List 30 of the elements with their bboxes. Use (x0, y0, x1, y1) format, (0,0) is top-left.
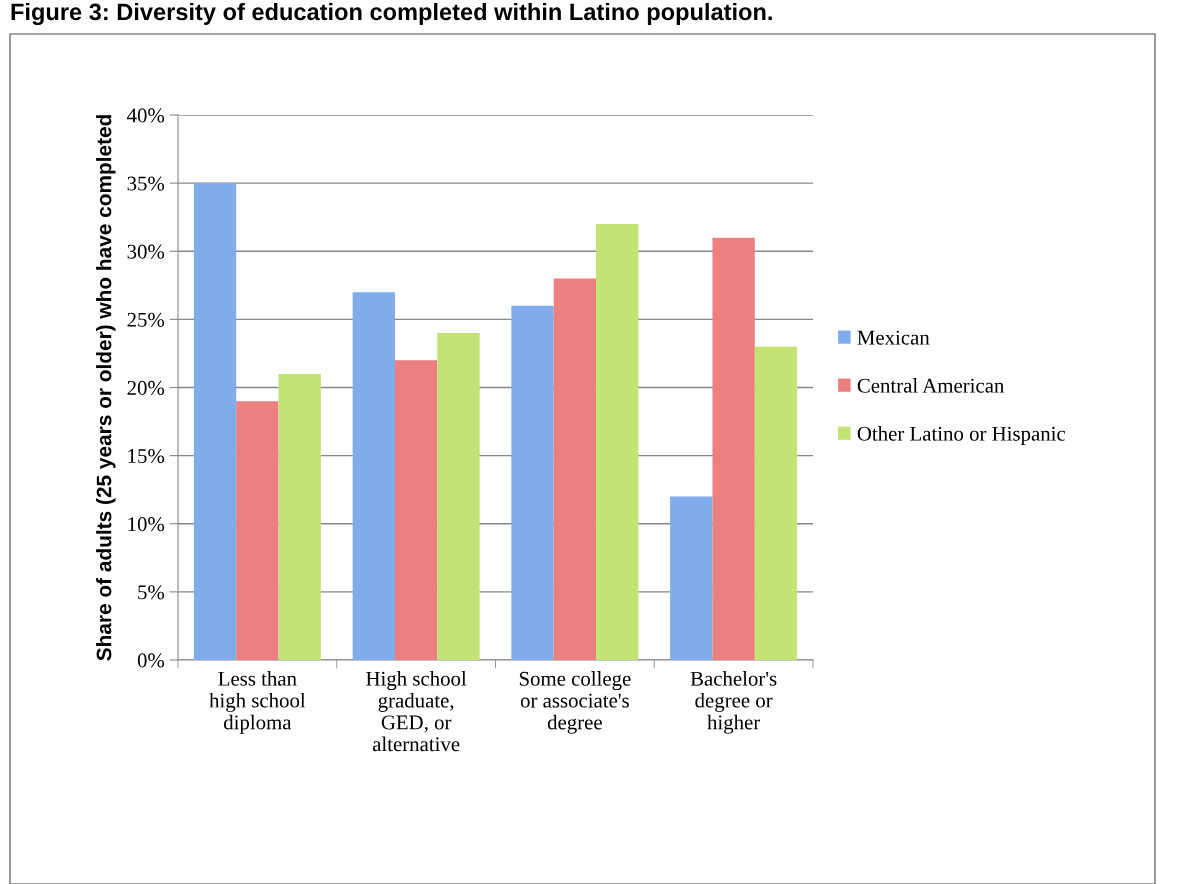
legend-label: Mexican (857, 330, 930, 345)
y-tick-label: 15% (128, 449, 165, 464)
chart-title: Figure 3: Diversity of education completed within Latino population. (11, 2, 772, 26)
legend-label: Other Latino or Hispanic (857, 426, 1066, 446)
bar (511, 305, 554, 660)
x-tick-label: Some college or associate's degree (519, 671, 631, 734)
x-tick-label: High school graduate, GED, or alternative (366, 671, 467, 752)
y-tick-label: 30% (127, 244, 165, 259)
y-axis-title: Share of adults (25 years or older) who have completed (96, 115, 116, 661)
bar (236, 401, 279, 660)
bar (394, 360, 438, 660)
bar (670, 496, 713, 660)
y-tick-label: 25% (127, 312, 165, 327)
y-tick-label: 40% (127, 108, 165, 123)
bar (553, 278, 597, 660)
y-tick-label: 20% (127, 380, 165, 395)
bar (193, 183, 237, 660)
bar (596, 224, 639, 660)
x-tick-label: Bachelor's degree or higher (690, 671, 777, 734)
bar (352, 292, 395, 660)
y-tick-label: 0% (137, 653, 165, 668)
bar (754, 346, 798, 660)
y-tick-label: 10% (128, 517, 165, 532)
x-tick-label: Less than high school diploma (209, 671, 306, 734)
bar (437, 333, 480, 660)
bar (712, 237, 755, 660)
bar (278, 373, 321, 660)
legend-label: Central American (857, 378, 1005, 393)
y-tick-label: 35% (127, 176, 165, 191)
y-tick-label: 5% (138, 585, 165, 600)
